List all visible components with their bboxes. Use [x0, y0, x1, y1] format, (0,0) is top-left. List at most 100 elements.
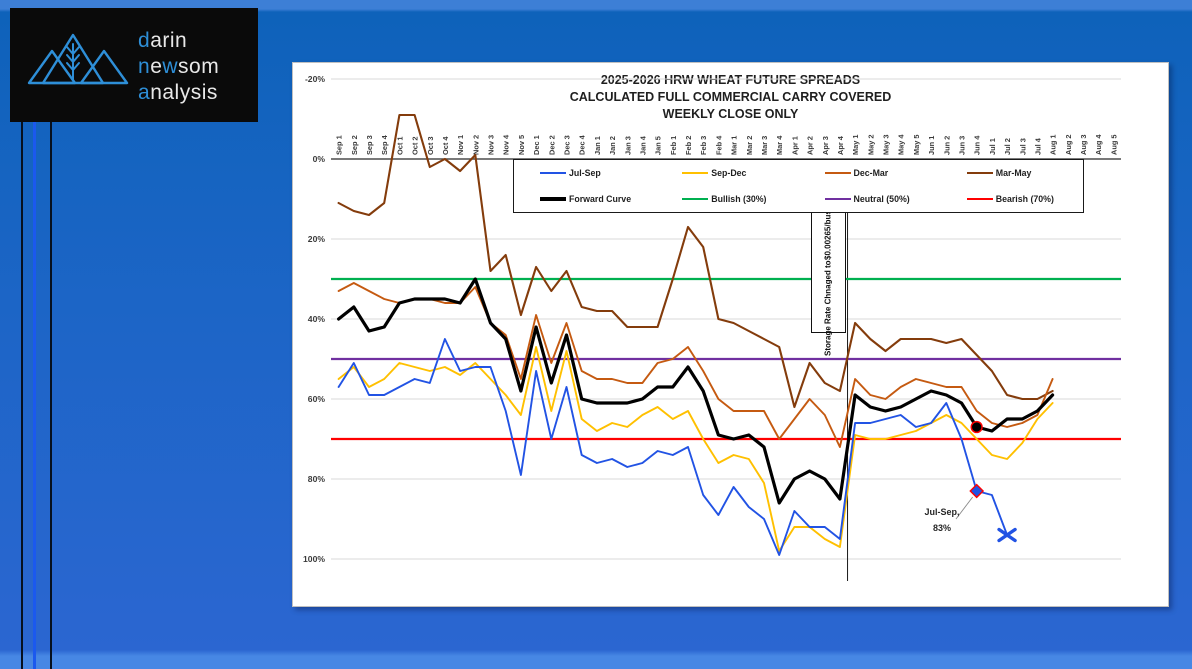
logo-text-line: newsom	[138, 55, 220, 78]
logo-text-line: analysis	[138, 81, 218, 104]
series-line-jul-sep	[337, 338, 1009, 556]
legend-item: Bullish (30%)	[656, 186, 798, 212]
chart-title-line: CALCULATED FULL COMMERCIAL CARRY COVERED	[569, 90, 892, 104]
series-line-forward-curve	[336, 277, 1055, 505]
x-tick-label: Feb 4	[714, 135, 723, 155]
marker-jul-sep-diamond	[969, 483, 985, 499]
legend-item: Forward Curve	[514, 186, 656, 212]
x-tick-label: Jul 3	[1018, 138, 1027, 155]
storage-rate-note-line: Storage Rate Chnaged to	[823, 260, 833, 356]
chart-title-line: 2025-2026 HRW WHEAT FUTURE SPREADS	[600, 73, 861, 87]
x-tick-label: Oct 4	[441, 136, 450, 155]
x-tick-label: Dec 2	[547, 135, 556, 155]
x-tick-label: Feb 3	[699, 136, 708, 155]
legend-label: Neutral (50%)	[853, 194, 910, 204]
x-tick-label: Jun 4	[973, 135, 982, 155]
legend-swatch	[682, 171, 709, 175]
legend-label: Dec-Mar	[853, 168, 889, 178]
dna-logo: darin newsom analysis	[10, 8, 258, 122]
x-tick-label: Sep 1	[335, 135, 344, 155]
legend-label: Sep-Dec	[711, 168, 747, 178]
x-tick-label: Nov 4	[502, 134, 511, 155]
series-line-dec-mar	[337, 282, 1054, 448]
x-tick-label: Jul 4	[1033, 137, 1042, 155]
legend-swatch	[824, 171, 851, 175]
y-tick-label: 80%	[308, 474, 326, 484]
series-line-sep-dec	[337, 346, 1054, 552]
decorative-vertical-rule	[33, 122, 36, 669]
x-tick-label: Jun 1	[927, 136, 936, 155]
legend-label: Bearish (70%)	[995, 194, 1054, 204]
legend-label: Forward Curve	[569, 194, 632, 204]
logo-mountains-wheat-icon	[27, 33, 129, 85]
legend-swatch	[824, 197, 851, 201]
x-tick-label: Feb 2	[684, 136, 693, 155]
x-tick-label: Sep 3	[365, 135, 374, 155]
x-tick-label: Jul 2	[1003, 138, 1012, 155]
legend-swatch	[540, 197, 566, 201]
legend-item: Sep-Dec	[656, 160, 798, 186]
marker-jul-sep-x	[997, 527, 1017, 543]
legend-item: Neutral (50%)	[799, 186, 941, 212]
x-tick-label: Nov 2	[471, 135, 480, 155]
x-tick-label: Mar 2	[745, 136, 754, 155]
annotation-label: Jul-Sep,	[924, 507, 959, 517]
x-tick-label: Aug 3	[1079, 134, 1088, 155]
x-tick-label: Dec 4	[578, 134, 587, 155]
annotation-leader-line	[955, 496, 974, 520]
y-tick-label: 100%	[303, 554, 325, 564]
chart-plot: -20% 0% 20% 40% 60% 80% 100% Sep 1 Sep 2 Sep 3 Sep…	[303, 74, 1121, 581]
x-tick-label: Oct 1	[395, 137, 404, 155]
chart-title-line: WEEKLY CLOSE ONLY	[662, 107, 799, 121]
legend-item: Mar-May	[941, 160, 1083, 186]
decorative-vertical-rule	[50, 122, 52, 669]
chart-title: 2025-2026 HRW WHEAT FUTURE SPREADS CALCU…	[293, 72, 1168, 123]
x-tick-label: Sep 4	[380, 134, 389, 155]
annotation-label: 83%	[933, 523, 951, 533]
series-line-mar-may	[337, 113, 1054, 409]
x-tick-label: Mar 4	[775, 135, 784, 155]
logo-text-line: darin	[138, 29, 188, 52]
x-tick-label: Jun 2	[942, 136, 951, 155]
x-tick-label: Aug 2	[1064, 134, 1073, 155]
y-tick-label: 60%	[308, 394, 326, 404]
legend-label: Jul-Sep	[569, 168, 601, 178]
legend-item: Jul-Sep	[514, 160, 656, 186]
x-tick-label: Feb 1	[669, 136, 678, 155]
x-tick-label: Jan 4	[638, 135, 647, 155]
marker-forward-curve-dot	[970, 420, 983, 434]
x-tick-label: Jan 1	[593, 136, 602, 155]
x-tick-label: Mar 1	[730, 136, 739, 155]
x-tick-label: Aug 5	[1109, 134, 1118, 155]
x-tick-label: Apr 1	[790, 136, 799, 155]
x-tick-label: Apr 4	[836, 135, 845, 155]
legend-label: Mar-May	[995, 168, 1032, 178]
x-tick-label: Apr 2	[806, 136, 815, 155]
legend-swatch	[682, 197, 709, 201]
x-tick-label: May 1	[851, 134, 860, 155]
legend-swatch	[966, 197, 993, 201]
x-tick-label: May 3	[882, 134, 891, 155]
x-tick-label: May 5	[912, 134, 921, 155]
x-tick-label: Oct 2	[411, 137, 420, 155]
y-tick-label: -20%	[305, 74, 325, 84]
x-tick-label: Aug 1	[1049, 134, 1058, 155]
legend-swatch	[540, 171, 566, 175]
x-tick-label: Jan 3	[623, 136, 632, 155]
legend-item: Bearish (70%)	[941, 186, 1083, 212]
chart-legend: Jul-Sep Sep-Dec Dec-Mar Mar-May Forward Curv…	[513, 159, 1084, 213]
y-tick-label: 0%	[313, 154, 326, 164]
y-tick-label: 20%	[308, 234, 326, 244]
x-tick-label: Nov 1	[456, 135, 465, 155]
x-tick-label: Jan 5	[654, 136, 663, 155]
x-tick-label: Aug 4	[1094, 134, 1103, 155]
x-tick-label: May 2	[866, 134, 875, 155]
legend-swatch	[966, 171, 993, 175]
x-tick-label: Jan 2	[608, 136, 617, 155]
x-tick-label: Nov 5	[517, 135, 526, 155]
x-tick-label: Nov 3	[487, 135, 496, 155]
legend-item: Dec-Mar	[799, 160, 941, 186]
x-tick-label: Mar 3	[760, 136, 769, 155]
y-tick-label: 40%	[308, 314, 326, 324]
